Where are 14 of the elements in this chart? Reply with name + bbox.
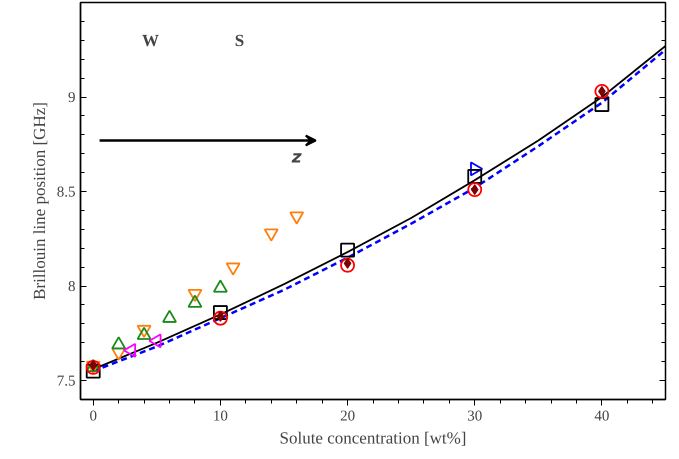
y-tick-label: 7.5 bbox=[56, 374, 76, 390]
x-tick-label: 30 bbox=[467, 408, 482, 424]
annotation: z bbox=[290, 148, 302, 168]
x-tick-label: 10 bbox=[212, 408, 228, 424]
y-tick-label: 8.5 bbox=[56, 184, 76, 201]
y-tick-label: 8 bbox=[68, 279, 76, 296]
y-axis-title: Brillouin line position [GHz] bbox=[30, 102, 49, 300]
y-tick-label: 9 bbox=[68, 90, 76, 106]
x-tick-label: 40 bbox=[594, 408, 610, 424]
annotation: S bbox=[234, 30, 244, 50]
x-tick-label: 0 bbox=[89, 408, 97, 424]
annotation: W bbox=[142, 30, 159, 50]
x-tick-label: 20 bbox=[340, 408, 356, 424]
x-axis-title: Solute concentration [wt%] bbox=[280, 428, 466, 448]
